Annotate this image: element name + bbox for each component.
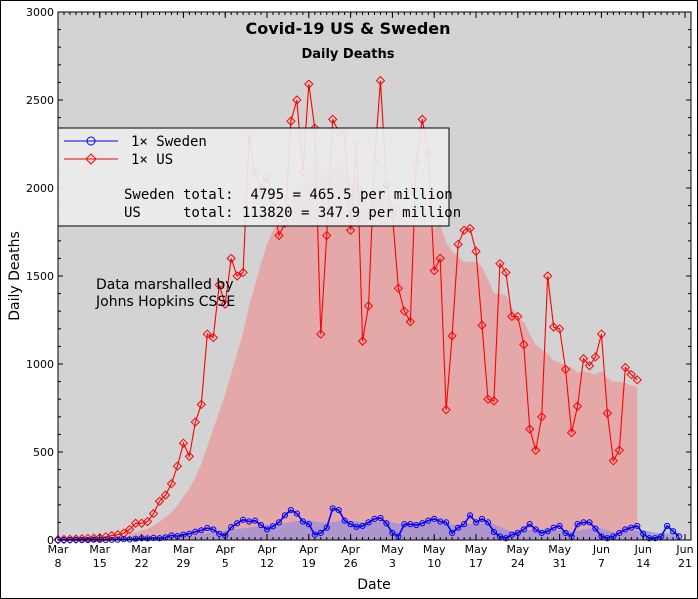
x-tick-month: Apr (299, 543, 319, 556)
y-tick-label: 1500 (26, 270, 54, 283)
x-tick-day: 31 (553, 557, 567, 570)
x-tick-month: Mar (173, 543, 194, 556)
legend: 1× Sweden 1× US Sweden total: 4795 = 465… (58, 128, 461, 226)
x-tick-month: May (423, 543, 446, 556)
x-tick-day: 22 (135, 557, 149, 570)
x-tick-month: Mar (131, 543, 152, 556)
x-tick-day: 21 (678, 557, 692, 570)
x-tick-day: 10 (427, 557, 441, 570)
y-tick-label: 3000 (26, 6, 54, 19)
y-tick-label: 500 (33, 446, 54, 459)
x-tick-day: 24 (511, 557, 525, 570)
x-tick-day: 15 (93, 557, 107, 570)
x-tick-day: 12 (260, 557, 274, 570)
legend-label-us: 1× US (131, 152, 173, 168)
x-tick-month: May (506, 543, 529, 556)
x-tick-month: May (548, 543, 571, 556)
chart-subtitle: Daily Deaths (301, 47, 394, 62)
chart-title: Covid-19 US & Sweden (245, 19, 450, 38)
x-tick-month: Apr (216, 543, 236, 556)
source-annotation-line-2: Johns Hopkins CSSE (95, 294, 235, 310)
legend-total-us: US total: 113820 = 347.9 per million (124, 205, 461, 221)
y-tick-label: 2500 (26, 94, 54, 107)
y-tick-label: 2000 (26, 182, 54, 195)
x-tick-month: Jun (634, 543, 652, 556)
x-tick-month: Jun (592, 543, 610, 556)
x-tick-day: 3 (389, 557, 396, 570)
x-tick-month: Apr (341, 543, 361, 556)
y-axis-label: Daily Deaths (7, 231, 23, 321)
x-tick-month: May (465, 543, 488, 556)
x-tick-day: 19 (302, 557, 316, 570)
x-tick-month: Mar (89, 543, 110, 556)
x-axis-label: Date (357, 577, 390, 593)
x-tick-month: May (381, 543, 404, 556)
x-tick-day: 14 (636, 557, 650, 570)
y-tick-label: 1000 (26, 358, 54, 371)
x-tick-day: 5 (222, 557, 229, 570)
legend-label-sweden: 1× Sweden (131, 134, 207, 150)
x-tick-month: Mar (48, 543, 69, 556)
x-tick-month: Apr (257, 543, 277, 556)
legend-total-sweden: Sweden total: 4795 = 465.5 per million (124, 187, 453, 203)
source-annotation-line-1: Data marshalled by (96, 277, 234, 293)
x-tick-day: 26 (344, 557, 358, 570)
x-tick-month: Jun (675, 543, 693, 556)
x-tick-day: 8 (55, 557, 62, 570)
x-tick-day: 17 (469, 557, 483, 570)
x-tick-day: 29 (176, 557, 190, 570)
x-tick-day: 7 (598, 557, 605, 570)
